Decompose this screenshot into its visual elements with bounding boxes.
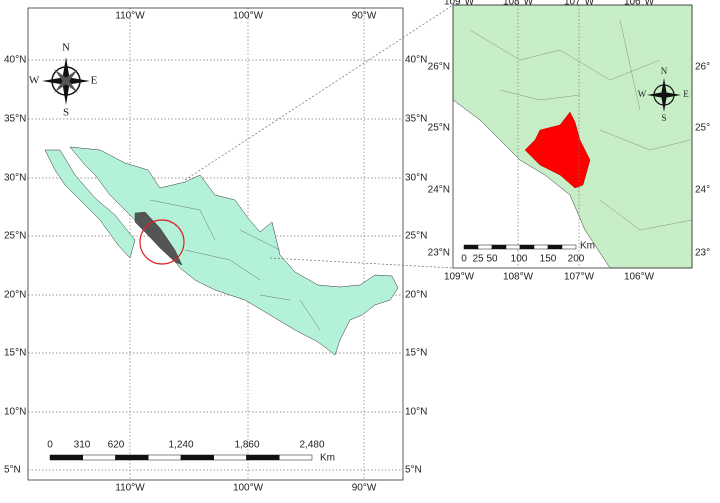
scale-segment — [561, 244, 577, 250]
inset-lon-label-bottom: 107°W — [564, 272, 595, 283]
lat-label-right: 25°N — [405, 231, 427, 242]
lat-label-right: 15°N — [405, 348, 427, 359]
lat-label-left: 5°N — [4, 465, 21, 476]
lon-label-top: 100°W — [233, 11, 264, 22]
lat-label-left: 35°N — [4, 114, 26, 125]
inset-lat-label-left: 23°N — [428, 248, 450, 259]
inset-frame — [452, 4, 693, 269]
compass-n: N — [62, 42, 70, 54]
lat-label-right: 30°N — [405, 173, 427, 184]
lat-label-right: 40°N — [405, 55, 427, 66]
lat-label-right: 5°N — [405, 465, 422, 476]
compass-n: N — [661, 66, 668, 76]
lat-label-left: 30°N — [4, 173, 26, 184]
scale-segment — [477, 244, 493, 250]
inset-scale-unit: Km — [580, 241, 595, 252]
scale-segment — [547, 244, 563, 250]
lat-label-left: 15°N — [4, 348, 26, 359]
connector — [184, 4, 454, 181]
inset-compass: N E S W — [638, 66, 690, 123]
scale-label: 1,240 — [168, 440, 193, 451]
lon-label-top: 110°W — [115, 11, 145, 22]
inset-scale-label: 25 — [472, 254, 484, 265]
sinaloa-highlight — [134, 211, 183, 266]
scale-segment — [82, 454, 116, 461]
scale-segment — [246, 454, 280, 461]
inset-borders — [469, 19, 693, 231]
lon-label-bottom: 110°W — [115, 483, 145, 494]
connector — [269, 257, 454, 269]
scale-segment — [49, 454, 83, 461]
scale-segment — [533, 244, 549, 250]
scale-segment — [148, 454, 182, 461]
scale-segment — [180, 454, 214, 461]
lat-label-left: 20°N — [4, 290, 26, 301]
compass-e: E — [683, 89, 689, 99]
inset-lon-label-top: 106°W — [624, 0, 655, 8]
state-borders — [149, 199, 321, 331]
compass-w: W — [29, 75, 40, 87]
scale-unit: Km — [320, 453, 335, 464]
scale-segment — [213, 454, 247, 461]
inset-lon-label-top: 109°W — [444, 0, 475, 8]
mexico-baja — [44, 149, 136, 259]
inset-scale-label: 150 — [540, 254, 557, 265]
scale-segment — [519, 244, 535, 250]
compass-s: S — [661, 113, 666, 123]
lat-label-right: 35°N — [405, 114, 427, 125]
inset-lat-label-right: 23° — [695, 248, 710, 259]
lat-label-left: 40°N — [4, 55, 26, 66]
scale-label: 0 — [47, 440, 53, 451]
lon-label-bottom: 100°W — [233, 483, 264, 494]
inset-lon-label-top: 108°W — [503, 0, 534, 8]
inset-lat-label-right: 26° — [695, 62, 710, 73]
scale-label: 2,480 — [299, 440, 324, 451]
inset-lon-label-top: 107°W — [564, 0, 595, 8]
inset-lon-label-bottom: 109°W — [444, 272, 475, 283]
compass-s: S — [63, 107, 69, 119]
compass-w: W — [638, 89, 647, 99]
inset-lat-label-left: 26°N — [428, 62, 450, 73]
scale-segment — [491, 244, 507, 250]
main-frame — [27, 7, 404, 481]
inset-lat-label-right: 24° — [695, 185, 710, 196]
inset-lat-label-left: 25°N — [428, 123, 450, 134]
scale-label: 1,860 — [234, 440, 259, 451]
scale-label: 620 — [108, 440, 125, 451]
compass-star — [54, 69, 78, 93]
inset-scale-label: 100 — [511, 254, 528, 265]
scale-label: 310 — [74, 440, 91, 451]
sinaloa-inset — [524, 111, 591, 189]
inset-lat-label-right: 25° — [695, 123, 710, 134]
compass-e: E — [91, 75, 98, 87]
inset-lon-label-bottom: 108°W — [503, 272, 534, 283]
scale-segment — [463, 244, 479, 250]
inset-scale-label: 200 — [568, 254, 585, 265]
lat-label-left: 25°N — [4, 231, 26, 242]
compass: N E S W — [29, 42, 98, 119]
inset-scale-label: 0 — [461, 254, 467, 265]
inset-lat-label-left: 24°N — [428, 185, 450, 196]
inset-scale-label: 50 — [486, 254, 498, 265]
inset-lon-label-bottom: 106°W — [624, 272, 655, 283]
lon-label-bottom: 90°W — [352, 483, 377, 494]
lat-label-right: 10°N — [405, 407, 427, 418]
lon-label-top: 90°W — [352, 11, 377, 22]
lat-label-right: 20°N — [405, 290, 427, 301]
highlight-circle — [139, 219, 185, 265]
scale-segment — [115, 454, 149, 461]
scale-segment — [279, 454, 313, 461]
compass-star — [647, 78, 681, 112]
lat-label-left: 10°N — [4, 407, 26, 418]
scale-segment — [505, 244, 521, 250]
